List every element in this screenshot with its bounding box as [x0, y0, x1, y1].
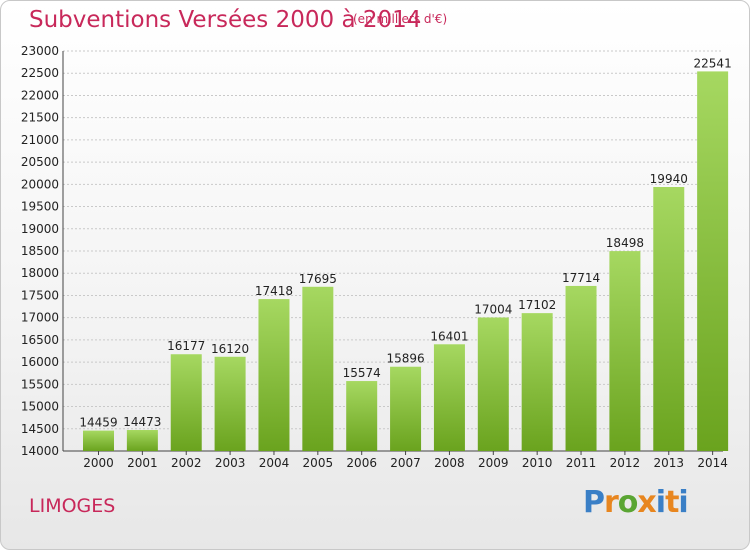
x-tick-label-2003: 2003: [215, 456, 246, 470]
bar-2009: [477, 317, 509, 451]
bar-2010: [521, 313, 553, 451]
y-tick-label: 15000: [21, 400, 59, 414]
bar-2006: [346, 381, 378, 451]
y-tick-label: 16500: [21, 333, 59, 347]
value-label-2007: 15896: [386, 352, 424, 366]
chart-subtitle: (en milliers d'€): [353, 12, 448, 26]
y-tick-label: 14000: [21, 444, 59, 458]
y-tick-label: 17000: [21, 311, 59, 325]
value-label-2010: 17102: [518, 298, 556, 312]
value-label-2011: 17714: [562, 271, 600, 285]
y-tick-label: 14500: [21, 422, 59, 436]
y-tick-label: 21500: [21, 111, 59, 125]
x-tick-label-2013: 2013: [653, 456, 684, 470]
value-label-2014: 22541: [694, 56, 732, 70]
value-label-2001: 14473: [123, 415, 161, 429]
value-label-2009: 17004: [474, 302, 512, 316]
y-tick-label: 21000: [21, 133, 59, 147]
x-tick-label-2005: 2005: [303, 456, 334, 470]
bar-2005: [302, 286, 334, 451]
value-label-2005: 17695: [299, 272, 337, 286]
y-tick-label: 22000: [21, 88, 59, 102]
y-tick-label: 15500: [21, 377, 59, 391]
x-tick-label-2006: 2006: [346, 456, 377, 470]
bars: 14459 14473 16177 16120 17418 17695 15574 15896…: [79, 56, 732, 452]
x-tick-label-2014: 2014: [697, 456, 728, 470]
x-tick-label-2007: 2007: [390, 456, 421, 470]
y-tick-label: 22500: [21, 66, 59, 80]
x-tick-label-2010: 2010: [522, 456, 553, 470]
value-label-2012: 18498: [606, 236, 644, 250]
y-axis: 14000 14500 15000 15500 16000 16500 17000 17500…: [21, 44, 723, 458]
y-tick-label: 19500: [21, 200, 59, 214]
bar-2014: [697, 71, 729, 452]
bar-2008: [433, 344, 465, 451]
bar-2011: [565, 285, 597, 451]
x-tick-label-2009: 2009: [478, 456, 509, 470]
bar-2002: [170, 354, 202, 451]
value-label-2000: 14459: [79, 416, 117, 430]
value-label-2008: 16401: [430, 329, 468, 343]
bar-2012: [609, 251, 641, 451]
value-label-2013: 19940: [650, 172, 688, 186]
bar-2001: [126, 429, 158, 451]
y-tick-label: 20000: [21, 177, 59, 191]
city-name: LIMOGES: [29, 495, 116, 517]
value-label-2003: 16120: [211, 342, 249, 356]
x-tick-label-2000: 2000: [83, 456, 114, 470]
value-label-2002: 16177: [167, 339, 205, 353]
y-tick-label: 17500: [21, 288, 59, 302]
proxiti-logo: Proxiti: [583, 485, 689, 520]
chart-title: Subventions Versées 2000 à 2014: [29, 7, 422, 33]
bar-2007: [390, 366, 422, 451]
x-tick-label-2002: 2002: [171, 456, 202, 470]
x-axis: 2000 2001 2002 2003 2004 2005 2006 2007 2008 2009…: [83, 451, 728, 470]
bar-2004: [258, 299, 290, 451]
value-label-2004: 17418: [255, 284, 293, 298]
x-tick-label-2008: 2008: [434, 456, 465, 470]
y-tick-label: 18500: [21, 244, 59, 258]
bar-2003: [214, 356, 246, 451]
bar-2013: [653, 187, 685, 451]
x-tick-label-2011: 2011: [566, 456, 597, 470]
y-tick-label: 23000: [21, 44, 59, 58]
x-tick-label-2004: 2004: [259, 456, 290, 470]
y-tick-label: 19000: [21, 222, 59, 236]
x-tick-label-2012: 2012: [610, 456, 641, 470]
y-tick-label: 18000: [21, 266, 59, 280]
value-label-2006: 15574: [343, 366, 381, 380]
y-tick-label: 16000: [21, 355, 59, 369]
y-tick-label: 20500: [21, 155, 59, 169]
bar-2000: [83, 430, 114, 451]
x-tick-label-2001: 2001: [127, 456, 158, 470]
